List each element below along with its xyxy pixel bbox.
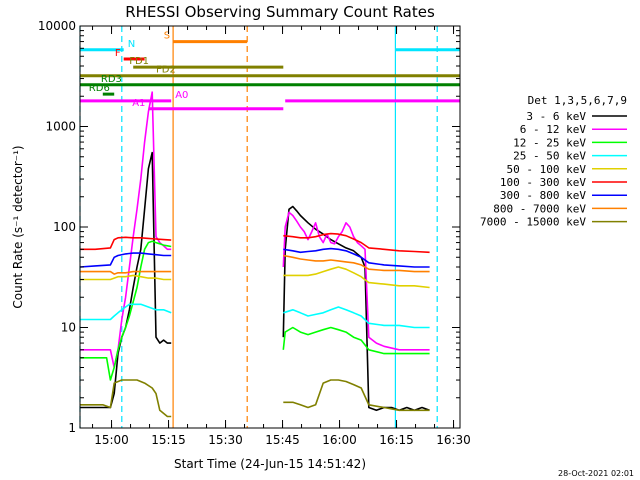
series-line-7 <box>79 247 430 268</box>
state-label-rd3: RD3 <box>101 74 122 85</box>
series-line-5 <box>80 266 430 289</box>
legend-label-2: 6 - 12 keV <box>520 123 587 136</box>
state-label-fd2: FD2 <box>156 65 176 76</box>
legend-label-7: 300 - 800 keV <box>500 189 586 202</box>
series-line-9 <box>80 379 430 418</box>
state-label-rd6: RD6 <box>89 83 110 94</box>
x-tick-label-3: 15:30 <box>208 433 243 447</box>
series-line-6 <box>80 232 430 254</box>
state-label-n: N <box>128 39 135 50</box>
x-tick-label-7: 16:30 <box>436 433 471 447</box>
x-tick-label-1: 15:00 <box>94 433 129 447</box>
legend-label-3: 12 - 25 keV <box>513 136 586 149</box>
x-tick-label-4: 15:45 <box>265 433 300 447</box>
legend-label-1: 3 - 6 keV <box>526 110 586 123</box>
legend-label-8: 800 - 7000 keV <box>493 202 586 215</box>
chart-title: RHESSI Observing Summary Count Rates <box>125 3 435 21</box>
state-label-s: S <box>164 31 170 42</box>
series-line-8 <box>80 254 430 275</box>
y-tick-label-4: 1000 <box>45 120 76 134</box>
x-tick-label-5: 16:00 <box>322 433 357 447</box>
state-label-fd1: FD1 <box>129 56 149 67</box>
state-label-f: F <box>115 48 121 59</box>
legend-label-5: 50 - 100 keV <box>507 163 587 176</box>
y-tick-label-2: 10 <box>61 321 76 335</box>
y-axis: 1 10 100 1000 10000 <box>38 19 460 435</box>
legend-header: Det 1,3,5,6,7,9 <box>528 94 627 107</box>
state-label-a0: A0 <box>175 90 188 101</box>
series-lines <box>79 91 430 418</box>
series-line-3 <box>80 240 430 381</box>
timestamp-stamp: 28-Oct-2021 02:01 <box>558 469 634 478</box>
y-tick-label-5: 10000 <box>38 19 76 33</box>
legend-label-6: 100 - 300 keV <box>500 176 586 189</box>
y-tick-label-3: 100 <box>53 220 76 234</box>
legend-label-4: 25 - 50 keV <box>513 150 586 163</box>
x-axis: 15:00 15:15 15:30 15:45 16:00 16:15 16:30 <box>92 26 471 447</box>
state-label-a1: A1 <box>132 98 145 109</box>
x-axis-label: Start Time (24-Jun-15 14:51:42) <box>174 457 366 471</box>
y-axis-label: Count Rate (s⁻¹ detector⁻¹) <box>11 145 25 308</box>
series-line-4 <box>80 303 430 329</box>
y-tick-label-1: 1 <box>68 421 76 435</box>
x-tick-label-2: 15:15 <box>151 433 186 447</box>
x-tick-label-6: 16:15 <box>379 433 414 447</box>
legend-label-9: 7000 - 15000 keV <box>480 216 586 229</box>
